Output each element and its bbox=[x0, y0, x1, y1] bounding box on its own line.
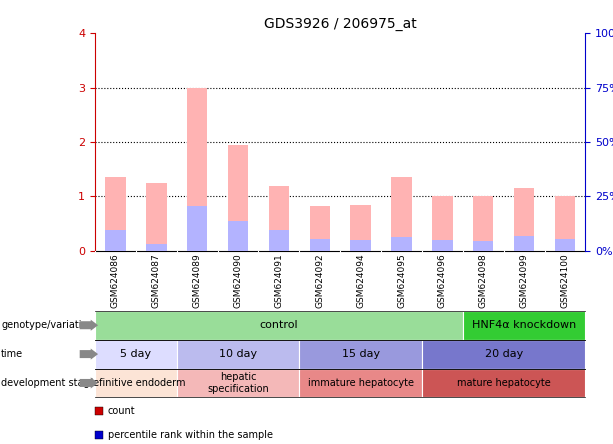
Bar bbox=[555, 239, 575, 251]
Bar bbox=[351, 240, 371, 251]
Text: development stage: development stage bbox=[1, 378, 96, 388]
Bar bbox=[432, 240, 452, 251]
Bar bbox=[268, 230, 289, 251]
Title: GDS3926 / 206975_at: GDS3926 / 206975_at bbox=[264, 17, 417, 31]
Bar bbox=[268, 186, 289, 251]
Text: GSM624096: GSM624096 bbox=[438, 254, 447, 308]
Text: GSM624089: GSM624089 bbox=[192, 254, 202, 308]
Text: GSM624086: GSM624086 bbox=[111, 254, 120, 308]
Bar bbox=[351, 205, 371, 251]
Bar bbox=[432, 197, 452, 251]
Bar bbox=[310, 239, 330, 251]
Text: mature hepatocyte: mature hepatocyte bbox=[457, 378, 550, 388]
Bar bbox=[514, 188, 535, 251]
Bar bbox=[391, 237, 412, 251]
Text: 5 day: 5 day bbox=[120, 349, 151, 359]
Text: immature hepatocyte: immature hepatocyte bbox=[308, 378, 414, 388]
Text: 20 day: 20 day bbox=[484, 349, 523, 359]
Text: GSM624087: GSM624087 bbox=[152, 254, 161, 308]
Text: GSM624090: GSM624090 bbox=[234, 254, 243, 308]
Bar bbox=[187, 88, 207, 251]
Text: percentile rank within the sample: percentile rank within the sample bbox=[108, 430, 273, 440]
Text: definitive endoderm: definitive endoderm bbox=[86, 378, 185, 388]
Text: 15 day: 15 day bbox=[341, 349, 379, 359]
Text: GSM624100: GSM624100 bbox=[560, 254, 569, 308]
Bar bbox=[146, 244, 167, 251]
Bar bbox=[105, 178, 126, 251]
Text: GSM624092: GSM624092 bbox=[315, 254, 324, 308]
Text: GSM624091: GSM624091 bbox=[275, 254, 283, 308]
Bar bbox=[228, 145, 248, 251]
Bar bbox=[555, 197, 575, 251]
Bar bbox=[187, 206, 207, 251]
Text: GSM624098: GSM624098 bbox=[479, 254, 488, 308]
Text: GSM624095: GSM624095 bbox=[397, 254, 406, 308]
Text: 10 day: 10 day bbox=[219, 349, 257, 359]
Bar bbox=[391, 178, 412, 251]
Text: control: control bbox=[259, 320, 299, 330]
Bar bbox=[105, 230, 126, 251]
Bar bbox=[228, 221, 248, 251]
Text: count: count bbox=[108, 406, 135, 416]
Text: HNF4α knockdown: HNF4α knockdown bbox=[472, 320, 576, 330]
Text: time: time bbox=[1, 349, 23, 359]
Bar bbox=[473, 241, 493, 251]
Bar bbox=[473, 197, 493, 251]
Bar bbox=[514, 236, 535, 251]
Text: genotype/variation: genotype/variation bbox=[1, 320, 94, 330]
Bar bbox=[146, 183, 167, 251]
Bar bbox=[310, 206, 330, 251]
Text: GSM624099: GSM624099 bbox=[520, 254, 528, 308]
Text: hepatic
specification: hepatic specification bbox=[207, 372, 269, 394]
Text: GSM624094: GSM624094 bbox=[356, 254, 365, 308]
